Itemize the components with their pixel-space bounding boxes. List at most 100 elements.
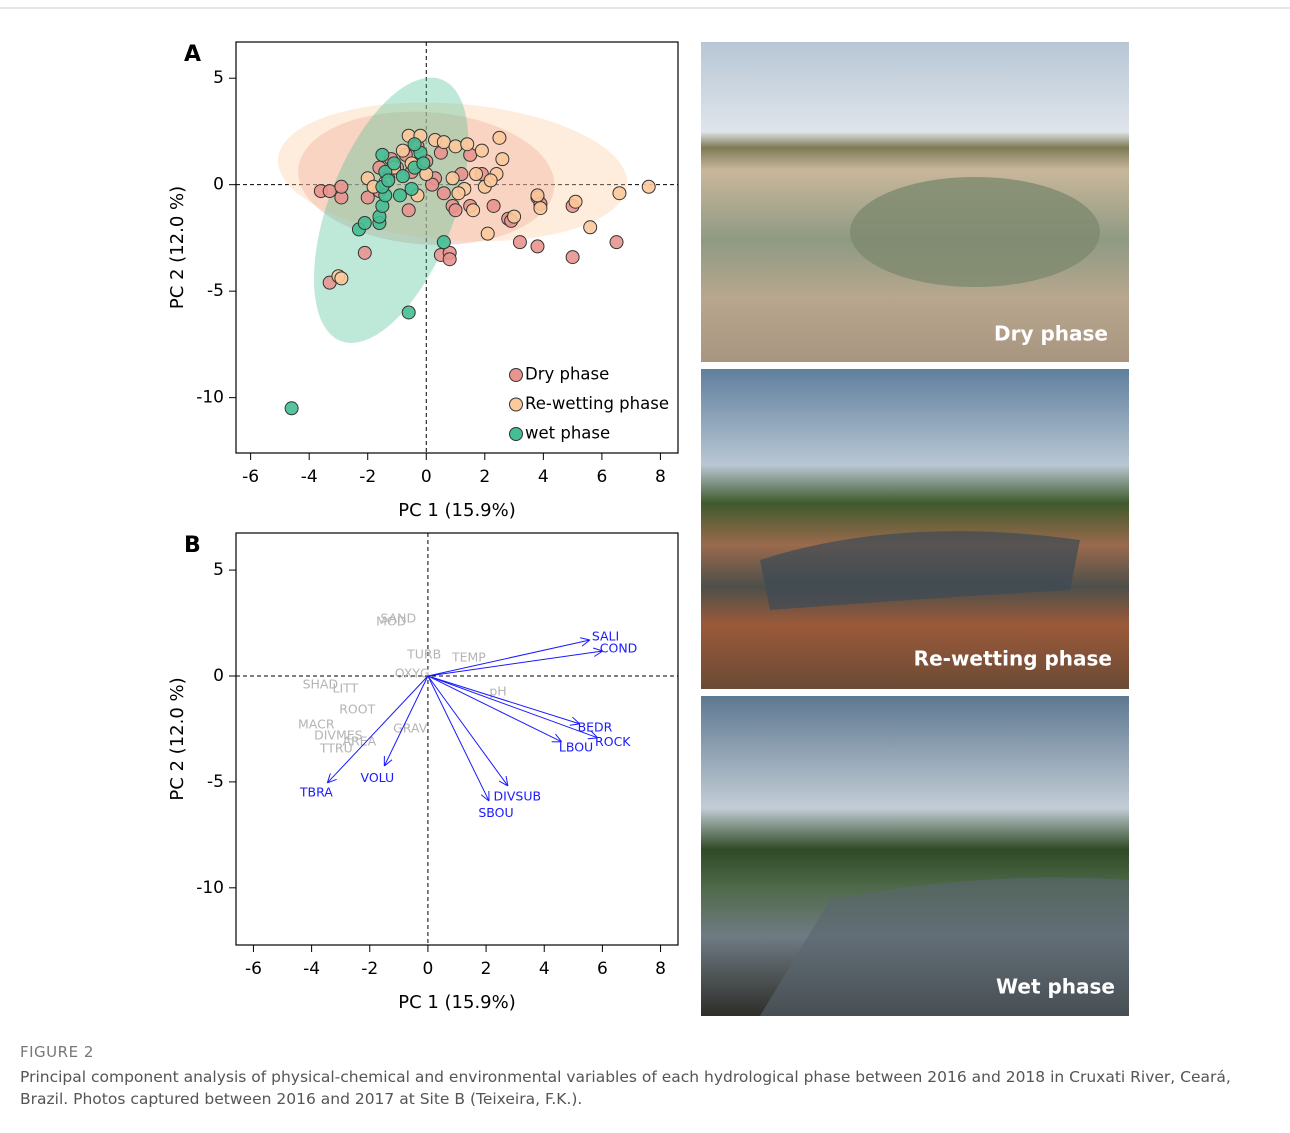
legend-swatch <box>509 397 523 412</box>
point <box>395 169 410 184</box>
point <box>641 179 656 194</box>
point <box>442 252 457 267</box>
y-tick-label: 0 <box>213 175 224 195</box>
point <box>565 250 580 265</box>
x-tick-label: -6 <box>242 467 259 487</box>
x-tick-label: 2 <box>481 959 492 979</box>
point <box>381 173 396 188</box>
point <box>425 177 440 192</box>
legend-swatch <box>509 368 523 382</box>
point <box>334 271 349 286</box>
y-tick-label: 0 <box>213 666 224 686</box>
point <box>483 173 498 188</box>
loading-arrow <box>427 675 509 787</box>
point <box>357 245 372 260</box>
legend-label: wet phase <box>525 424 610 443</box>
x-tick-label: 6 <box>596 467 607 487</box>
variable-label: SHAD <box>303 676 339 691</box>
point <box>460 137 475 152</box>
y-axis-label: PC 2 (12.0 %) <box>167 677 188 800</box>
loading-arrow <box>427 675 599 740</box>
x-tick-label: -2 <box>361 959 378 979</box>
variable-label: DIVMES <box>314 727 363 742</box>
x-tick-label: -4 <box>301 467 318 487</box>
arrow-label: VOLU <box>360 770 394 785</box>
x-tick-label: -4 <box>303 959 320 979</box>
point <box>334 179 349 194</box>
point <box>474 143 489 158</box>
x-tick-label: 6 <box>597 959 608 979</box>
caption-text: Principal component analysis of physical… <box>20 1068 1231 1108</box>
point <box>495 152 510 167</box>
arrow-label: DIVSUB <box>494 789 542 804</box>
point <box>445 171 460 186</box>
point <box>507 209 522 224</box>
plot-frame <box>235 532 679 946</box>
loading-arrow <box>427 637 591 677</box>
y-tick-label: -5 <box>207 772 224 792</box>
arrow-label: SBOU <box>478 805 513 820</box>
point <box>360 190 375 205</box>
point <box>480 226 495 241</box>
legend-swatch <box>509 427 523 441</box>
variable-label: AREA <box>342 733 376 748</box>
point <box>533 201 548 216</box>
point <box>583 220 598 235</box>
arrow-label: BEDR <box>578 720 613 735</box>
x-axis-label: PC 1 (15.9%) <box>398 992 516 1013</box>
point <box>387 156 402 171</box>
point <box>609 235 624 250</box>
x-tick-label: -2 <box>359 467 376 487</box>
y-tick-label: -5 <box>207 281 224 301</box>
point <box>530 239 545 254</box>
point <box>436 186 451 201</box>
arrow-label: TBRA <box>299 785 333 800</box>
point <box>436 135 451 150</box>
point <box>357 216 372 231</box>
legend-label: Dry phase <box>525 365 609 384</box>
point <box>436 235 451 250</box>
y-axis-label: PC 2 (12.0 %) <box>167 186 188 309</box>
point <box>512 235 527 250</box>
point <box>466 203 481 218</box>
loading-arrow <box>427 675 490 802</box>
point <box>568 194 583 209</box>
photo-label: Re-wetting phase <box>914 647 1112 671</box>
variable-label: GRAV <box>393 720 428 735</box>
loading-arrow <box>427 675 563 743</box>
caption-label: FIGURE 2 <box>20 1043 94 1061</box>
point <box>322 184 337 199</box>
panel-label: A <box>184 42 201 67</box>
variable-label: SAND <box>380 611 416 626</box>
variable-label: TEMP <box>451 649 486 664</box>
arrow-label: COND <box>600 641 638 656</box>
point <box>451 186 466 201</box>
legend-label: Re-wetting phase <box>525 394 669 413</box>
plot-frame <box>235 41 679 454</box>
point <box>416 156 431 171</box>
photo-river <box>760 531 1080 610</box>
variable-label: MOD <box>376 613 406 628</box>
photo-river <box>760 877 1129 1016</box>
photo-label: Dry phase <box>994 322 1108 346</box>
loading-arrow <box>427 675 581 726</box>
variable-label: pH <box>489 683 506 698</box>
variable-label: MACR <box>298 716 335 731</box>
loading-arrow <box>326 675 429 784</box>
variable-label: TTRU <box>319 740 353 755</box>
panel-label: B <box>184 533 201 558</box>
y-tick-label: 5 <box>213 68 224 88</box>
point <box>401 203 416 218</box>
y-tick-label: -10 <box>196 388 224 408</box>
y-tick-label: -10 <box>196 878 224 898</box>
point <box>530 188 545 203</box>
y-tick-label: 5 <box>213 560 224 580</box>
point <box>612 186 627 201</box>
point <box>395 143 410 158</box>
loading-arrow <box>383 675 429 767</box>
point <box>448 139 463 154</box>
point <box>284 401 299 416</box>
photo <box>701 369 1129 689</box>
point <box>404 181 419 196</box>
